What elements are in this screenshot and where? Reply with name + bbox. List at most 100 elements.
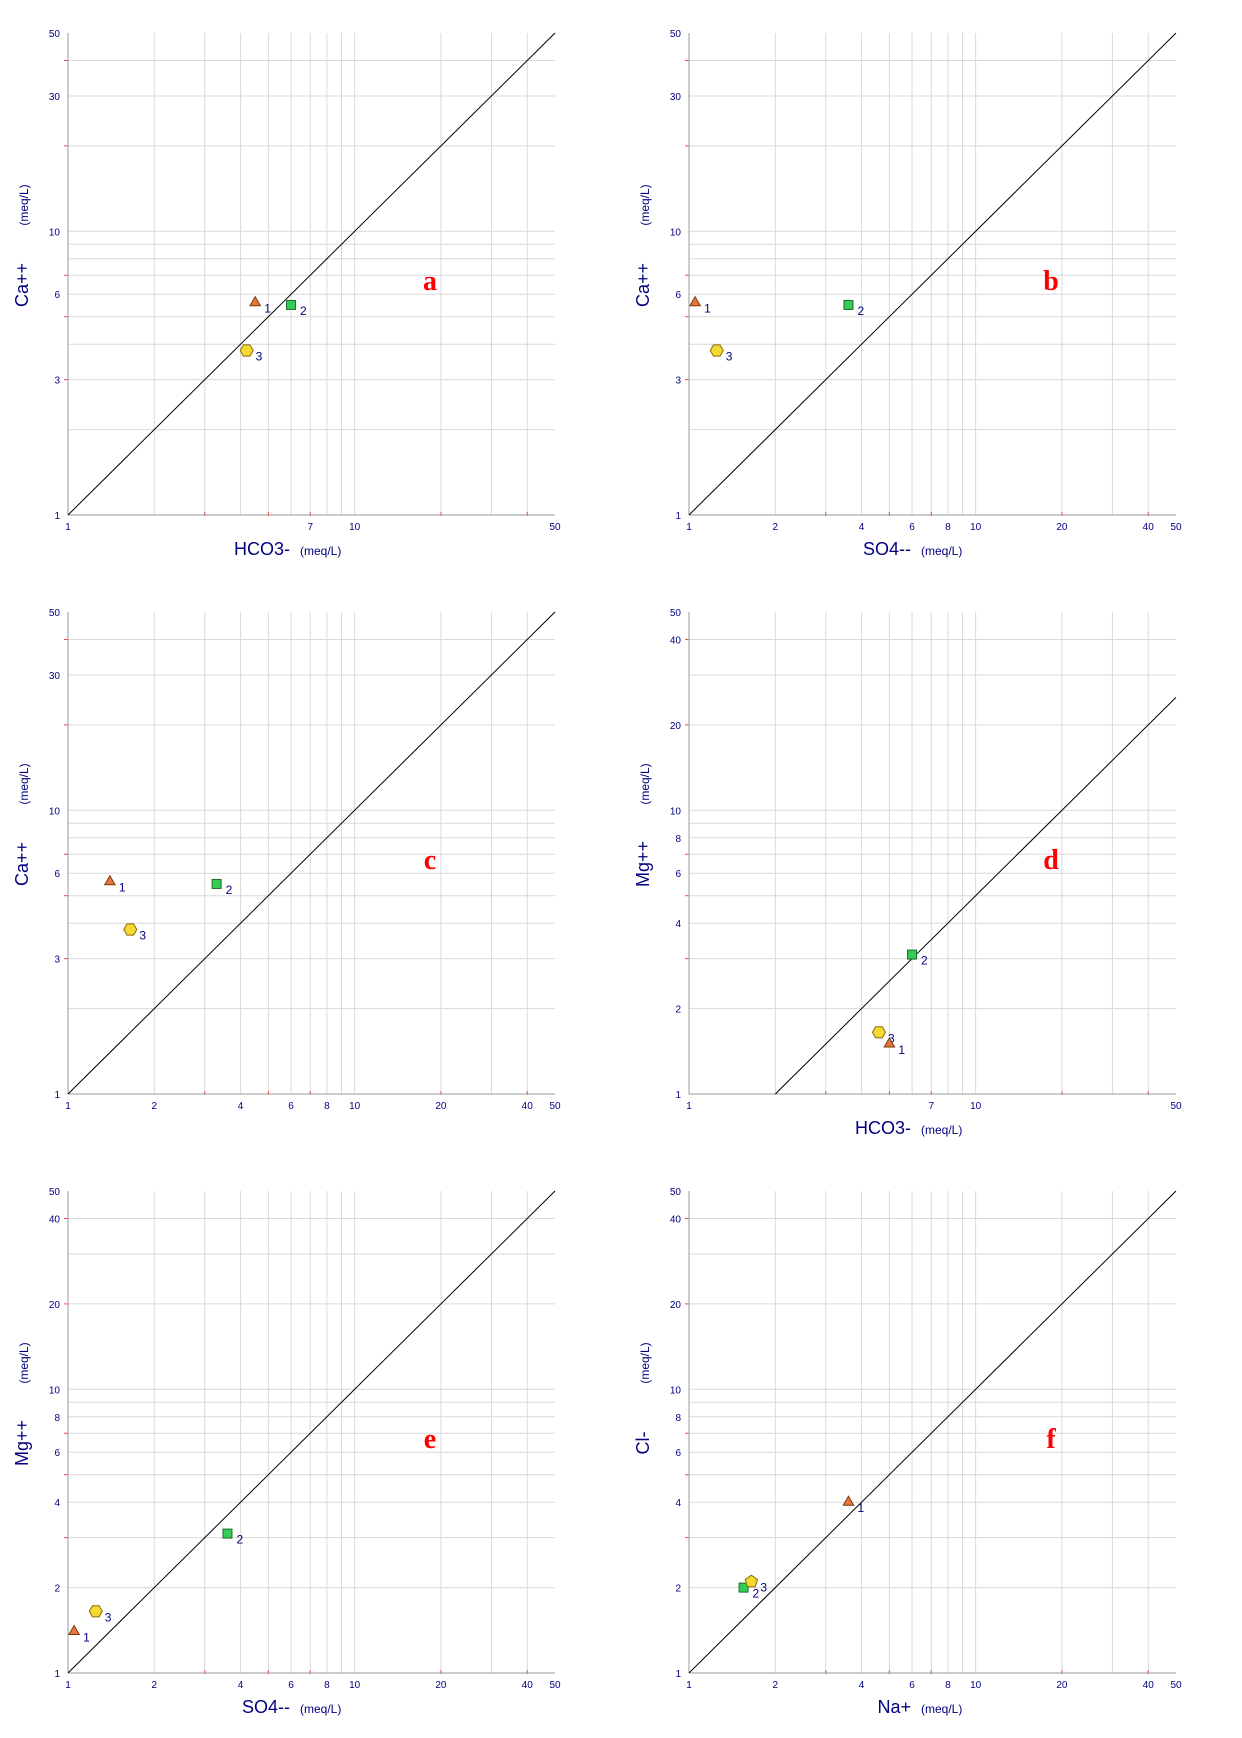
x-tick-label: 10	[349, 1680, 361, 1691]
reference-line	[67, 611, 556, 1095]
point-1-marker	[103, 874, 116, 886]
y-tick-label: 1	[54, 511, 60, 522]
point-3-marker	[709, 344, 724, 357]
y-axis-title: Ca++	[12, 263, 32, 307]
x-tick-label: 4	[238, 1680, 244, 1691]
x-tick-label: 10	[349, 1101, 361, 1112]
panel-c: 1 2 4 6 8 10 20 40 50 1 3 6 10 30 50 Ca++ (meq/L) c 1 2 3	[0, 579, 621, 1158]
panel-e: 1 2 4 6 8 10 20 40 50 1 2 4 6 8 10 20 40 50 SO4-- (meq/L) Mg…	[0, 1158, 621, 1737]
point-2-marker	[843, 299, 854, 310]
y-axis-title: Ca++	[633, 263, 653, 307]
y-tick-label: 3	[54, 955, 60, 966]
y-tick-label: 3	[54, 376, 60, 387]
x-tick-label: 20	[1056, 1680, 1068, 1691]
point-2-label: 2	[236, 1533, 243, 1547]
panel-label: a	[423, 266, 437, 297]
y-tick-label: 50	[49, 608, 61, 619]
panel-d: 1 7 10 50 1 2 4 6 8 10 20 40 50 HCO3- (meq/L) Mg++ (meq/…	[621, 579, 1242, 1158]
y-tick-label: 1	[675, 511, 681, 522]
x-tick-label: 50	[549, 522, 561, 533]
panel-a: 1 7 10 50 1 3 6 10 30 50 HCO3- (meq/L) Ca++ (meq/L) a 1…	[0, 0, 621, 579]
panel-label: b	[1043, 266, 1059, 297]
x-tick-label: 1	[65, 1680, 71, 1691]
point-3-label: 3	[256, 350, 263, 364]
point-2-label: 2	[857, 304, 864, 318]
point-1-label: 1	[264, 302, 271, 316]
y-tick-label: 6	[54, 869, 60, 880]
reference-line	[67, 1190, 556, 1674]
x-tick-label: 2	[773, 1680, 779, 1691]
y-tick-label: 30	[49, 671, 61, 682]
point-2-marker	[738, 1582, 749, 1593]
y-tick-label: 1	[54, 1669, 60, 1680]
y-axis-title: Ca++	[12, 842, 32, 886]
point-1-label: 1	[704, 302, 711, 316]
point-1-marker	[68, 1624, 81, 1635]
y-tick-label: 10	[670, 806, 682, 817]
y-tick-label: 50	[49, 29, 61, 40]
x-tick-label: 10	[970, 1680, 982, 1691]
x-tick-label: 10	[349, 522, 361, 533]
y-tick-label: 20	[49, 1300, 61, 1311]
point-3-marker	[871, 1026, 887, 1039]
point-2-label: 2	[226, 883, 233, 897]
x-tick-label: 6	[288, 1680, 294, 1691]
point-1-label: 1	[83, 1631, 90, 1645]
y-tick-label: 4	[54, 1498, 60, 1509]
y-tick-label: 6	[54, 1448, 60, 1459]
x-tick-label: 7	[307, 522, 313, 533]
y-tick-label: 8	[54, 1413, 60, 1424]
point-3-label: 3	[105, 1610, 112, 1624]
y-tick-label: 1	[675, 1669, 681, 1680]
y-tick-label: 40	[670, 1214, 682, 1225]
x-tick-label: 8	[945, 1680, 951, 1691]
panel-label: e	[424, 1424, 436, 1455]
x-tick-label: 50	[1170, 1101, 1182, 1112]
point-3-label: 3	[888, 1031, 895, 1045]
point-3-marker	[239, 344, 254, 357]
y-tick-label: 40	[670, 635, 682, 646]
x-tick-label: 8	[324, 1101, 330, 1112]
x-axis-title: HCO3-	[855, 1118, 911, 1138]
point-1-label: 1	[857, 1501, 864, 1515]
x-axis-unit: (meq/L)	[300, 1702, 341, 1716]
point-3-label: 3	[760, 1581, 767, 1595]
y-tick-label: 6	[675, 290, 681, 301]
y-tick-label: 50	[670, 29, 682, 40]
x-tick-label: 20	[435, 1101, 447, 1112]
y-tick-label: 1	[54, 1090, 60, 1101]
panel-b: 1 2 4 6 8 10 20 40 50 1 3 6 10 30 50 SO4-- (meq/L) Ca++ (m…	[621, 0, 1242, 579]
y-tick-label: 40	[49, 1214, 61, 1225]
y-tick-label: 2	[675, 1005, 681, 1016]
x-tick-label: 40	[522, 1101, 534, 1112]
x-tick-label: 8	[324, 1680, 330, 1691]
x-tick-label: 10	[970, 1101, 982, 1112]
y-tick-label: 50	[49, 1187, 61, 1198]
x-tick-label: 4	[859, 522, 865, 533]
x-tick-label: 2	[152, 1680, 158, 1691]
x-axis-title: SO4--	[242, 1697, 290, 1717]
x-tick-label: 1	[686, 522, 692, 533]
reference-line	[688, 1190, 1177, 1674]
y-tick-label: 2	[675, 1584, 681, 1595]
y-axis-unit: (meq/L)	[638, 184, 652, 225]
point-3-label: 3	[726, 350, 733, 364]
x-tick-label: 1	[686, 1680, 692, 1691]
y-tick-label: 1	[675, 1090, 681, 1101]
y-tick-label: 10	[670, 227, 682, 238]
chart-c-svg: 1 2 4 6 8 10 20 40 50 1 3 6 10 30 50 Ca++ (meq/L) c 1 2 3	[12, 608, 561, 1112]
panel-label: c	[424, 845, 436, 876]
x-axis-title: HCO3-	[234, 539, 290, 559]
reference-line	[774, 697, 1177, 1095]
x-tick-label: 50	[549, 1680, 561, 1691]
y-axis-unit: (meq/L)	[638, 1342, 652, 1383]
x-tick-label: 40	[1143, 1680, 1155, 1691]
x-axis-title: SO4--	[863, 539, 911, 559]
point-2-marker	[286, 299, 297, 310]
point-1-marker	[883, 1037, 896, 1048]
point-3-label: 3	[139, 929, 146, 943]
y-tick-label: 10	[49, 1385, 61, 1396]
y-axis-unit: (meq/L)	[638, 763, 652, 804]
y-tick-label: 20	[670, 1300, 682, 1311]
point-2-marker	[907, 949, 918, 960]
